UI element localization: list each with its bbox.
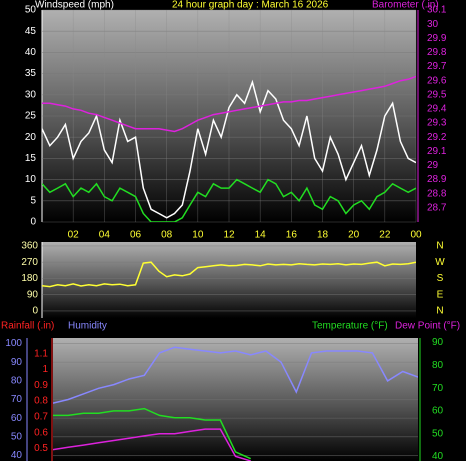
y-tick-label: 29.4 [427, 104, 447, 115]
y-tick-label: N [436, 306, 443, 317]
chart-title: 24 hour graph day : March 16 2026 [172, 0, 329, 11]
y2-axis-label: Barometer (.in) [372, 0, 439, 11]
y-tick-label: 1 [42, 364, 48, 375]
x-tick-label: 18 [317, 230, 329, 241]
y-tick-label: 25 [25, 111, 37, 122]
y-tick-label: 40 [25, 47, 37, 58]
y-tick-label: 0.5 [34, 443, 48, 454]
legend-label: Temperature (°F) [312, 321, 388, 332]
y-tick-label: 360 [21, 241, 38, 252]
y-tick-label: 1.1 [34, 348, 48, 359]
y-tick-label: 80 [11, 376, 23, 387]
y-tick-label: 0.9 [34, 380, 48, 391]
y-tick-label: 30 [25, 89, 37, 100]
y-tick-label: 29.5 [427, 89, 447, 100]
y-tick-label: 70 [11, 394, 23, 405]
x-tick-label: 12 [223, 230, 235, 241]
y-tick-label: 60 [432, 406, 444, 417]
y-tick-label: 29.2 [427, 132, 447, 143]
y-tick-label: 90 [432, 337, 444, 348]
y-tick-label: 0 [30, 217, 36, 228]
y3-axis-label: Rainfall (.in) [1, 321, 54, 332]
y-tick-label: 15 [25, 153, 37, 164]
y-tick-label: 20 [25, 132, 37, 143]
y-tick-label: N [436, 241, 443, 252]
series-line [53, 407, 252, 460]
y-tick-label: 35 [25, 68, 37, 79]
y-tick-label: 50 [432, 428, 444, 439]
plot-background [42, 242, 416, 318]
x-tick-label: 16 [286, 230, 298, 241]
x-tick-label: 10 [192, 230, 204, 241]
y-tick-label: 80 [432, 360, 444, 371]
x-tick-label: 14 [255, 230, 267, 241]
legend-label: Humidity [68, 321, 107, 332]
y-tick-label: W [435, 257, 445, 268]
series-line [42, 178, 416, 222]
series-line [42, 79, 416, 219]
series-line [42, 75, 416, 133]
x-tick-label: 22 [379, 230, 391, 241]
y-axis-label: Windspeed (mph) [35, 0, 114, 11]
y-tick-label: 50 [25, 5, 37, 16]
y-tick-label: 270 [21, 257, 38, 268]
y-tick-label: 50 [11, 431, 23, 442]
y-tick-label: 28.7 [427, 203, 447, 214]
y-tick-label: 30.1 [427, 5, 447, 16]
y-tick-label: 29.7 [427, 61, 447, 72]
y-tick-label: 90 [11, 357, 23, 368]
y-tick-label: 29.6 [427, 75, 447, 86]
x-tick-label: 06 [130, 230, 142, 241]
y-tick-label: 90 [27, 289, 39, 300]
y-tick-label: 29 [427, 160, 439, 171]
y-tick-label: 29.8 [427, 47, 447, 58]
y-tick-label: S [437, 273, 444, 284]
x-tick-label: 20 [348, 230, 360, 241]
x-tick-label: 02 [68, 230, 80, 241]
y-tick-label: 40 [432, 451, 444, 461]
y-tick-label: 100 [5, 338, 22, 349]
x-tick-label: 04 [99, 230, 111, 241]
y-tick-label: 5 [30, 195, 36, 206]
y-tick-label: 0.8 [34, 396, 48, 407]
y-tick-label: 28.9 [427, 174, 447, 185]
y-tick-label: 0.7 [34, 411, 48, 422]
y-tick-label: 10 [25, 174, 37, 185]
y-tick-label: 30 [427, 19, 439, 30]
x-tick-label: 00 [410, 230, 422, 241]
y-tick-label: 29.3 [427, 118, 447, 129]
x-tick-label: 08 [161, 230, 173, 241]
y-tick-label: 45 [25, 26, 37, 37]
y-tick-label: 70 [432, 383, 444, 394]
legend-label: Dew Point (°F) [395, 321, 460, 332]
series-line [42, 261, 416, 288]
y-tick-label: 0 [32, 306, 38, 317]
y-tick-label: 60 [11, 413, 23, 424]
y-tick-label: 180 [21, 273, 38, 284]
series-line [53, 428, 251, 461]
y-tick-label: 40 [11, 450, 23, 461]
y-tick-label: 28.8 [427, 188, 447, 199]
y-tick-label: 29.9 [427, 33, 447, 44]
series-line [53, 346, 418, 404]
y-tick-label: 29.1 [427, 146, 447, 157]
y-tick-label: 0.6 [34, 427, 48, 438]
y-tick-label: E [437, 289, 444, 300]
